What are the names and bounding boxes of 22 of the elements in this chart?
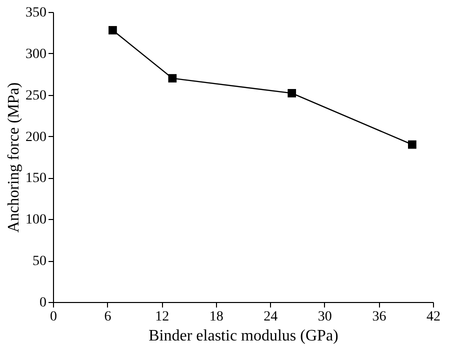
x-tick-label: 36 <box>372 310 386 324</box>
y-axis-title: Anchoring force (MPa) <box>6 82 22 233</box>
y-tick-label: 250 <box>26 88 46 104</box>
x-tick-label: 12 <box>155 310 170 324</box>
y-tick-label: 0 <box>40 296 46 310</box>
point <box>408 140 416 149</box>
x-tick-label: 6 <box>104 310 112 324</box>
y-tick-label: 150 <box>26 171 46 186</box>
x-tick-label: 30 <box>318 310 332 324</box>
point <box>288 89 296 98</box>
y-tick-label: 350 <box>26 6 46 20</box>
y-tick-label: 50 <box>32 254 46 270</box>
y-tick-label: 300 <box>26 46 46 62</box>
x-tick-label: 0 <box>50 310 57 324</box>
y-tick-label: 200 <box>26 130 46 145</box>
x-tick-label: 42 <box>426 310 440 324</box>
point <box>168 74 177 82</box>
x-tick-label: 24 <box>264 310 278 324</box>
y-tick-label: 100 <box>26 212 46 228</box>
x-tick-label: 18 <box>209 310 224 324</box>
point <box>108 26 117 34</box>
x-axis-title: Binder elastic modulus (GPa) <box>148 328 338 344</box>
